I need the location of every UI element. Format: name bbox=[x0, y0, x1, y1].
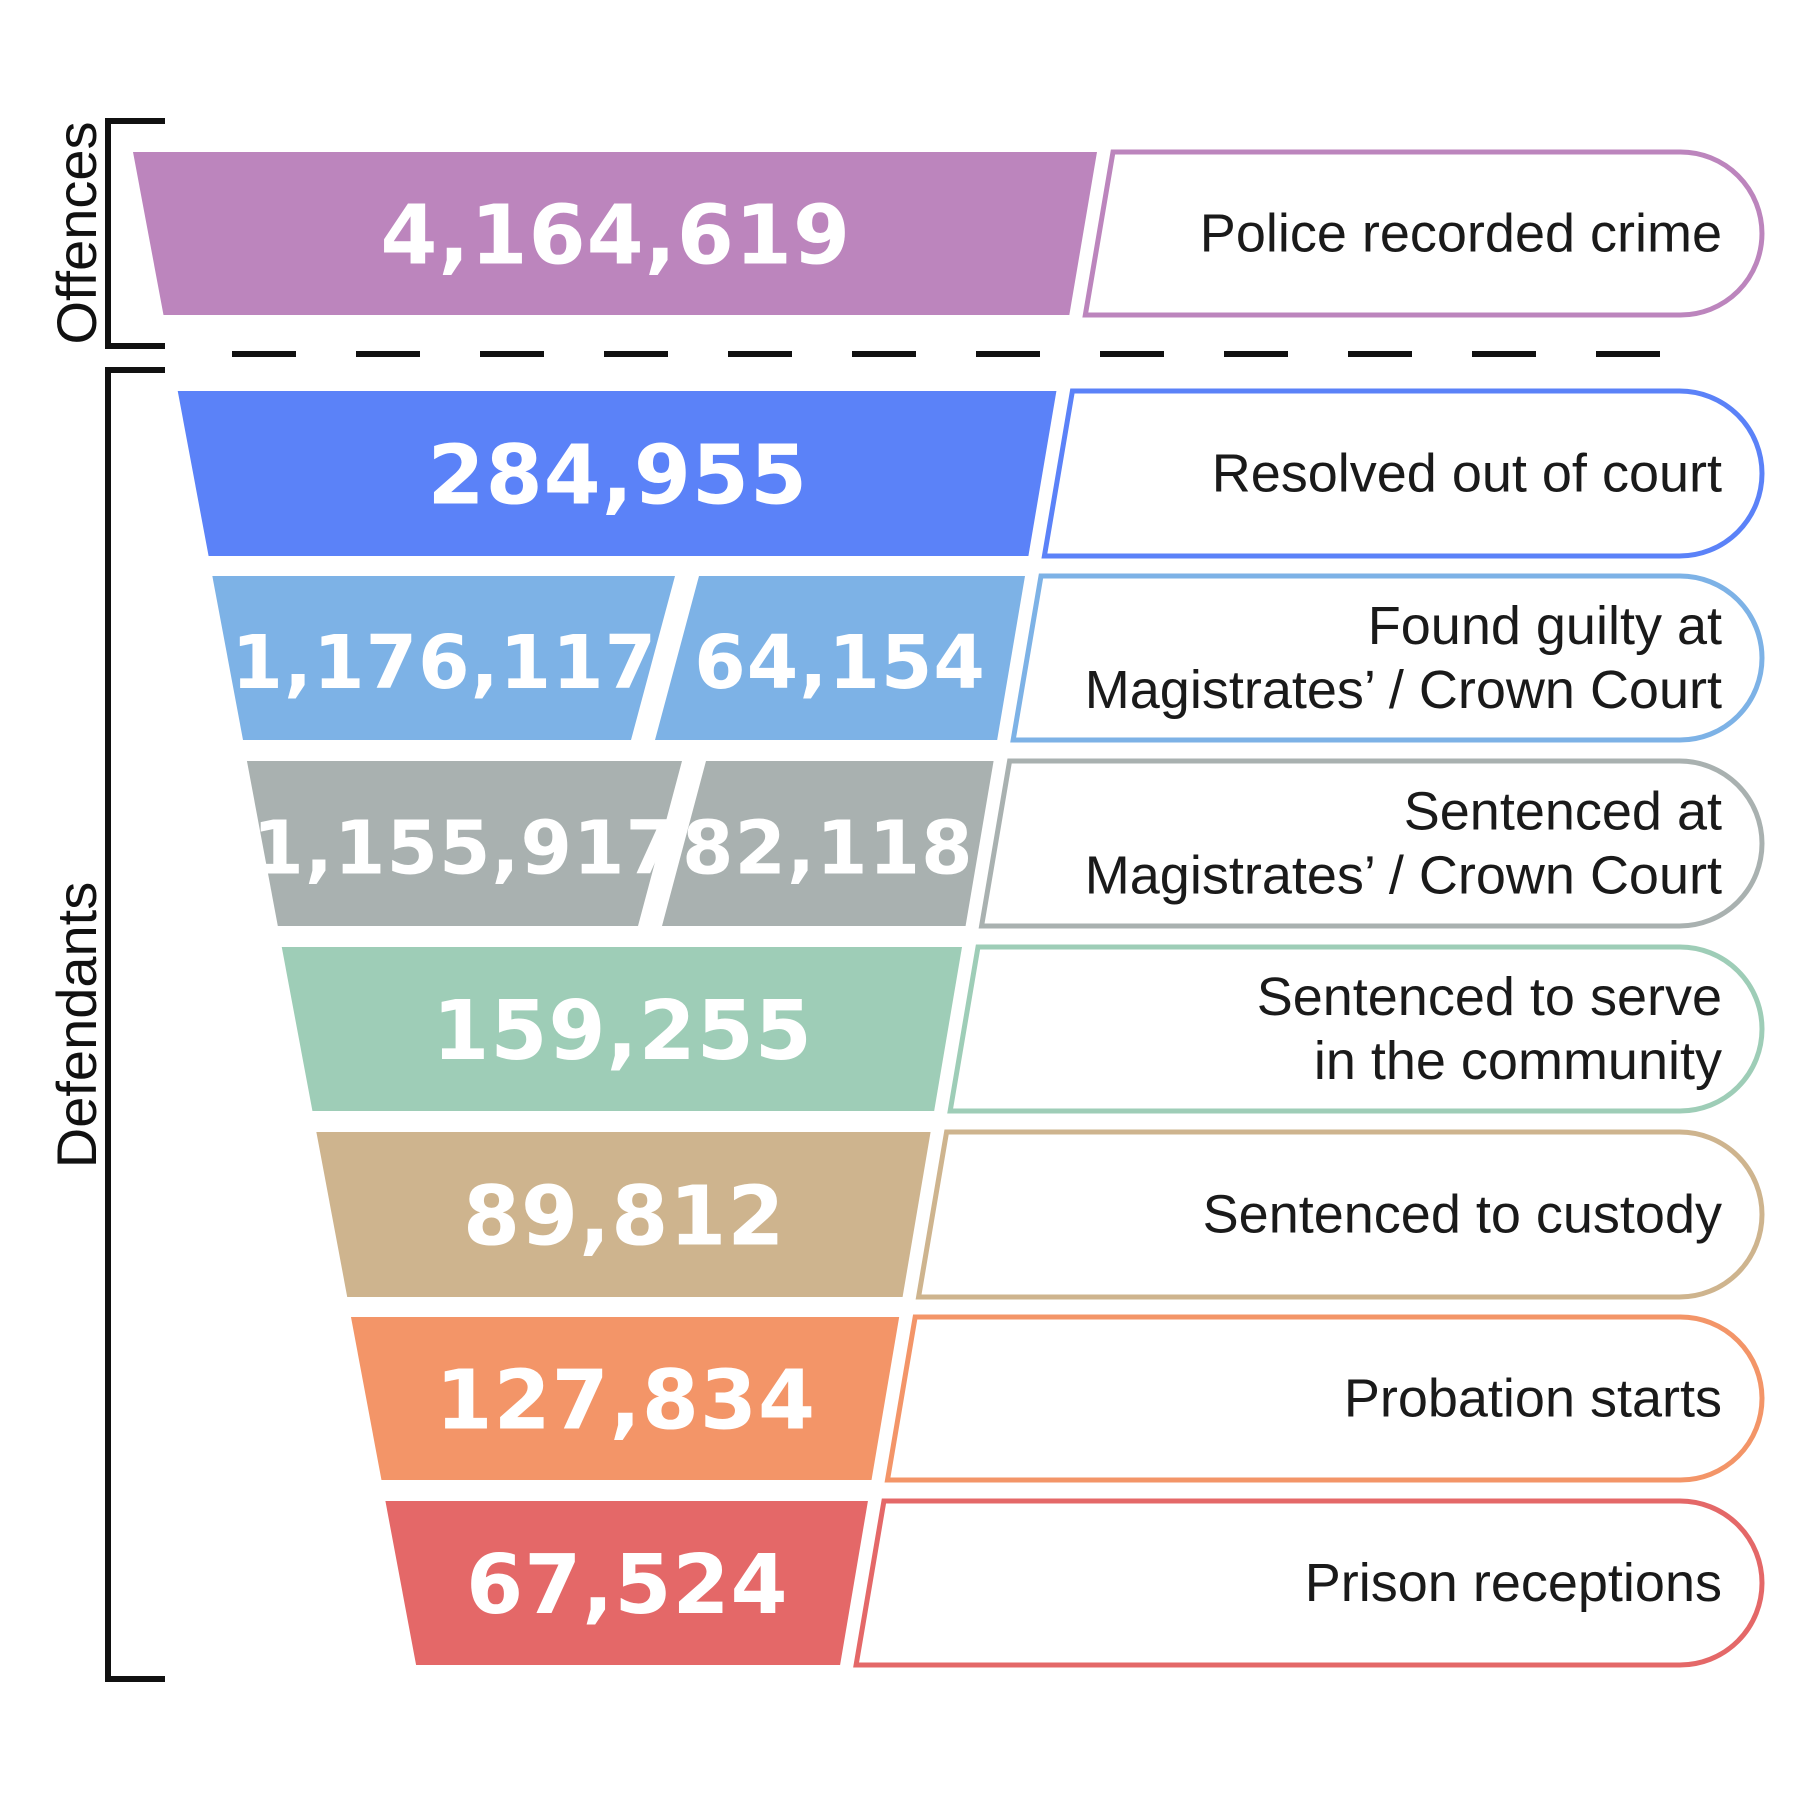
stage-bar-magistrates bbox=[212, 576, 676, 740]
stage-bar bbox=[350, 1317, 900, 1480]
stage-value: 4,164,619 bbox=[380, 189, 851, 284]
stage-label-line: Probation starts bbox=[1344, 1369, 1722, 1429]
stage-value-magistrates: 1,176,117 bbox=[232, 620, 658, 706]
stage-value: 67,524 bbox=[466, 1538, 788, 1633]
funnel-stage-6: 89,812 Sentenced to custody bbox=[316, 1129, 1765, 1300]
stage-value-crown: 64,154 bbox=[694, 620, 986, 706]
defendants-group-label: Defendants bbox=[45, 882, 108, 1168]
funnel-stage-3: 1,176,117 64,154 Found guilty atMagistrate… bbox=[212, 573, 1765, 743]
stage-bar-crown bbox=[662, 761, 994, 926]
stage-label-box bbox=[1041, 388, 1765, 559]
stage-value-magistrates: 1,155,917 bbox=[252, 806, 678, 892]
offences-group-label: Offences bbox=[45, 121, 108, 344]
stage-label-line: Sentenced at bbox=[1404, 782, 1722, 842]
offences-bracket bbox=[105, 118, 165, 349]
stage-label-box bbox=[915, 1129, 1765, 1300]
funnel-stage-7: 127,834 Probation starts bbox=[350, 1314, 1765, 1483]
stage-label-line: Sentenced to serve bbox=[1257, 967, 1722, 1027]
stage-value: 284,955 bbox=[428, 429, 808, 524]
stage-label-line: Found guilty at bbox=[1368, 596, 1722, 656]
stage-bar bbox=[281, 947, 963, 1111]
funnel-stages: 4,164,619 Police recorded crime 284,955 Res… bbox=[133, 149, 1765, 1668]
stage-bar bbox=[133, 152, 1097, 315]
stage-label-box bbox=[853, 1498, 1765, 1668]
stage-label-box bbox=[978, 758, 1765, 929]
stage-bar bbox=[385, 1501, 868, 1665]
stage-bar bbox=[177, 391, 1057, 556]
stage-label-line: in the community bbox=[1314, 1031, 1722, 1091]
stage-bar bbox=[316, 1132, 931, 1297]
stage-bar-crown bbox=[655, 576, 1026, 740]
funnel-stage-8: 67,524 Prison receptions bbox=[385, 1498, 1765, 1668]
stage-value-crown: 82,118 bbox=[682, 806, 974, 892]
stage-label-line: Magistrates’ / Crown Court bbox=[1085, 846, 1722, 906]
stage-label-line: Police recorded crime bbox=[1200, 204, 1722, 264]
funnel-stage-4: 1,155,917 82,118 Sentenced atMagistrates’ … bbox=[246, 758, 1765, 929]
stage-label-box bbox=[884, 1314, 1765, 1483]
funnel-stage-2: 284,955 Resolved out of court bbox=[177, 388, 1765, 559]
defendants-bracket bbox=[105, 367, 165, 1682]
stage-label-line: Resolved out of court bbox=[1212, 444, 1722, 504]
stage-label-line: Prison receptions bbox=[1305, 1553, 1722, 1613]
stage-label-line: Sentenced to custody bbox=[1203, 1185, 1722, 1245]
stage-label-box bbox=[947, 944, 1765, 1114]
stage-bar-magistrates bbox=[246, 761, 682, 926]
stage-label-line: Magistrates’ / Crown Court bbox=[1085, 660, 1722, 720]
stage-label-box bbox=[1082, 149, 1765, 318]
stage-label-box bbox=[1010, 573, 1765, 743]
stage-value: 89,812 bbox=[463, 1170, 785, 1265]
funnel-stage-1: 4,164,619 Police recorded crime bbox=[133, 149, 1765, 318]
stage-value: 127,834 bbox=[436, 1354, 816, 1449]
stage-value: 159,255 bbox=[432, 984, 812, 1079]
